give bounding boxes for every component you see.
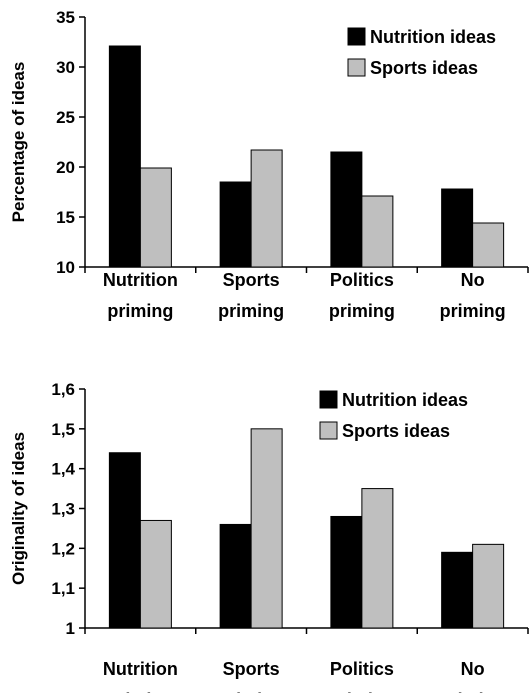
y-axis-label: Percentage of ideas [9,62,28,223]
y-tick-label: 1,1 [51,579,75,598]
chart-originality-of-ideas: 1 1,1 1,2 1,3 1,4 1,5 1,6 Originality of ideas N… [9,380,529,693]
bar-sports-ideas [250,149,283,268]
legend-swatch-sports [319,421,338,440]
y-tick-label: 20 [56,158,75,177]
legend-label-sports: Sports ideas [370,58,478,78]
x-category-label: No [461,659,485,679]
bar-sports-ideas [139,519,172,629]
x-category-label: Politics [330,270,394,290]
legend-swatch-sports [347,58,366,77]
bar-nutrition-ideas [219,181,252,268]
bar-nutrition-ideas [330,515,363,629]
bar-nutrition-ideas [441,188,474,268]
x-category-label: priming [218,301,284,321]
bar-sports-ideas [361,488,394,629]
bar-nutrition-ideas [330,151,363,268]
bar-nutrition-ideas [108,452,141,629]
y-tick-label: 1 [66,619,75,638]
bar-sports-ideas [472,222,505,268]
x-category-label: Nutrition [103,270,178,290]
bar-sports-ideas [250,428,283,629]
legend-label-nutrition: Nutrition ideas [370,27,496,47]
y-tick-label: 25 [56,108,75,127]
y-tick-label: 1,2 [51,539,75,558]
x-category-label: priming [107,690,173,693]
x-category-label: No [461,270,485,290]
y-tick-label: 1,6 [51,380,75,399]
x-category-label: priming [440,301,506,321]
y-tick-label: 35 [56,8,75,27]
y-tick-label: 15 [56,208,75,227]
x-category-label: priming [107,301,173,321]
x-category-label: Sports [223,659,280,679]
chart-percentage-of-ideas: 10 15 20 25 30 35 Percentage of ideas Nutrition… [9,8,529,321]
legend-label-nutrition: Nutrition ideas [342,390,468,410]
x-category-label: priming [329,301,395,321]
x-category-label: priming [440,690,506,693]
bar-sports-ideas [472,543,505,629]
bar-sports-ideas [361,195,394,268]
legend-swatch-nutrition [347,27,366,46]
bar-nutrition-ideas [219,523,252,629]
x-category-label: priming [218,690,284,693]
bar-sports-ideas [139,167,172,268]
x-category-label: Politics [330,659,394,679]
y-tick-label: 1,4 [51,460,75,479]
x-category-label: Sports [223,270,280,290]
legend-label-sports: Sports ideas [342,421,450,441]
y-tick-label: 1,3 [51,500,75,519]
legend-swatch-nutrition [319,390,338,409]
y-tick-label: 30 [56,58,75,77]
y-tick-label: 1,5 [51,420,75,439]
x-category-label: priming [329,690,395,693]
y-axis-label: Originality of ideas [9,432,28,585]
bar-nutrition-ideas [441,551,474,629]
y-tick-label: 10 [56,258,75,277]
x-category-label: Nutrition [103,659,178,679]
bar-nutrition-ideas [108,45,141,268]
